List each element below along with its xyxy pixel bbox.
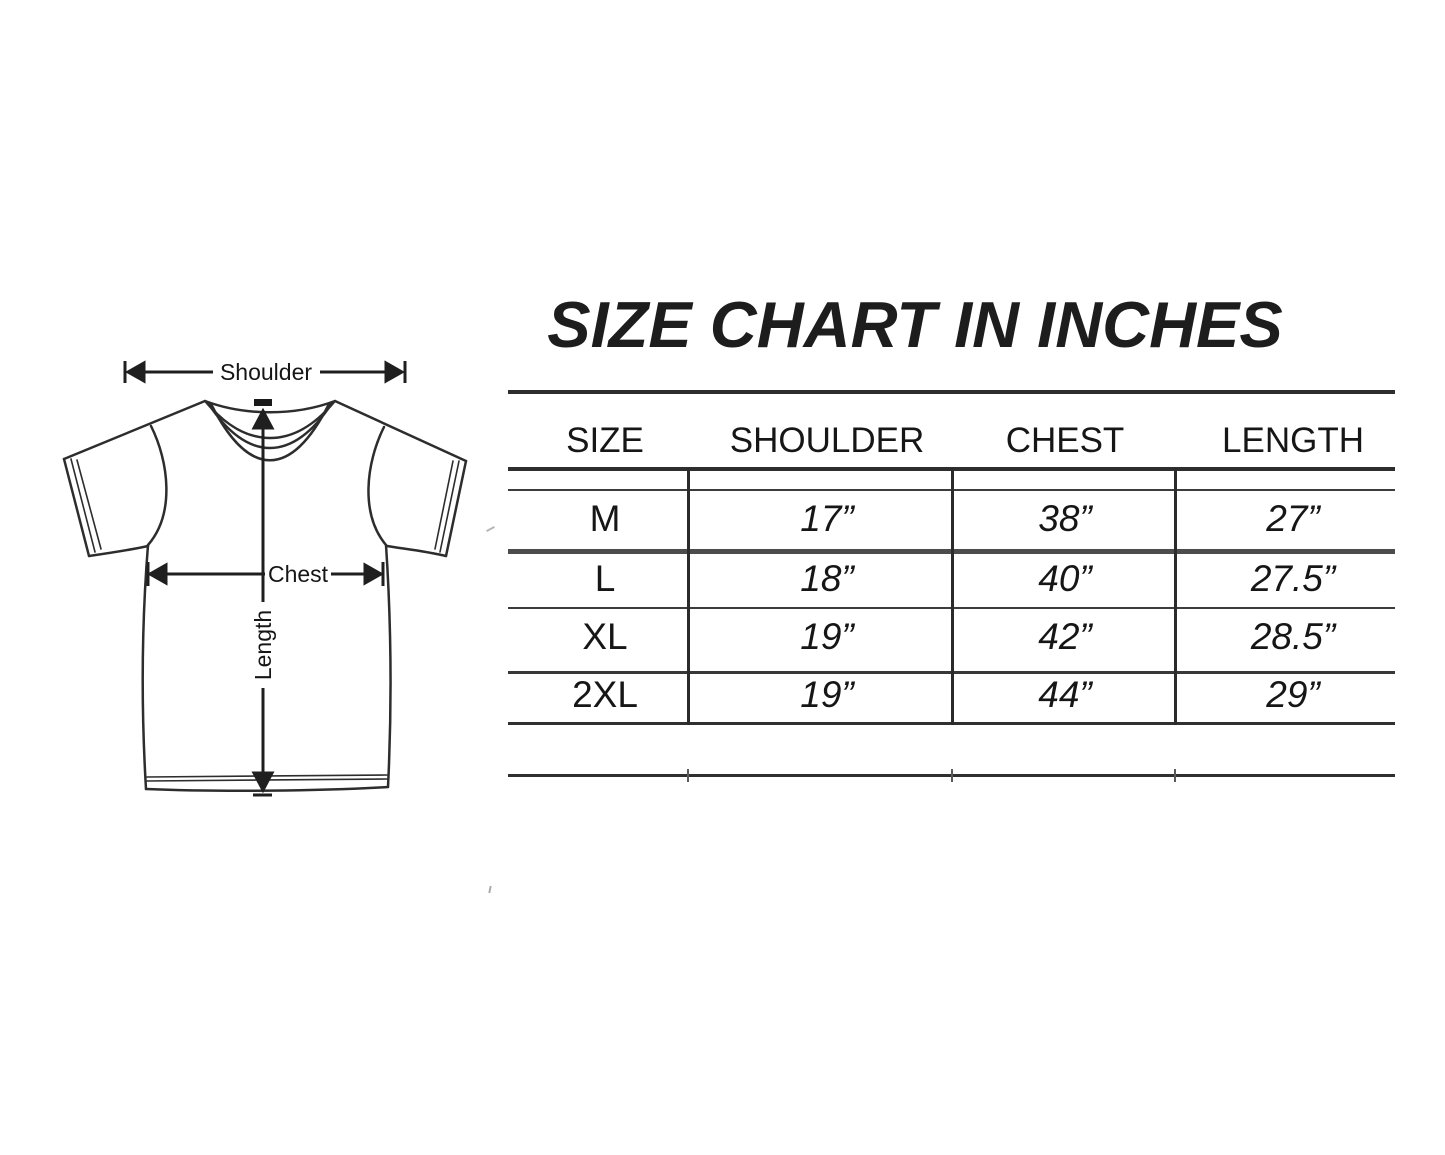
cell-l-chest: 40”	[1038, 558, 1092, 599]
chest-label: Chest	[268, 561, 329, 587]
tshirt-outline	[62, 399, 468, 792]
cell-m-chest: 38”	[1038, 498, 1092, 539]
cell-2xl-length: 29”	[1266, 674, 1320, 715]
cell-2xl-shoulder: 19”	[800, 674, 854, 715]
cell-l-shoulder: 18”	[800, 558, 854, 599]
tshirt-diagram: Shoulder Chest Length	[62, 359, 468, 797]
jpeg-artifact	[488, 885, 492, 894]
column-separator	[1174, 467, 1177, 725]
cell-l-length: 27.5”	[1250, 558, 1336, 599]
shoulder-arrow	[123, 360, 407, 384]
chest-arrow	[146, 562, 385, 586]
header-chest: CHEST	[1005, 421, 1125, 460]
column-separator	[687, 467, 690, 725]
page-title: SIZE CHART IN INCHES	[547, 288, 1283, 361]
length-arrow	[251, 407, 275, 797]
length-label: Length	[250, 610, 276, 680]
cell-l-size: L	[594, 558, 616, 599]
header-shoulder: SHOULDER	[729, 421, 925, 460]
cell-2xl-chest: 44”	[1038, 674, 1092, 715]
rule-tick	[687, 769, 689, 782]
rule-tick	[1174, 769, 1176, 782]
cell-xl-size: XL	[582, 616, 628, 657]
header-size: SIZE	[566, 421, 644, 460]
cell-xl-chest: 42”	[1038, 616, 1092, 657]
table-rule-top	[508, 390, 1395, 394]
cell-xl-length: 28.5”	[1250, 616, 1336, 657]
shoulder-label: Shoulder	[220, 359, 312, 385]
rule-tick	[951, 769, 953, 782]
cell-m-length: 27”	[1266, 498, 1320, 539]
cell-m-size: M	[589, 498, 621, 539]
header-length: LENGTH	[1222, 421, 1364, 460]
cell-2xl-size: 2XL	[572, 674, 638, 715]
cell-xl-shoulder: 19”	[800, 616, 854, 657]
column-separator	[951, 467, 954, 725]
collar-center-mark	[254, 399, 272, 406]
cell-m-shoulder: 17”	[800, 498, 854, 539]
